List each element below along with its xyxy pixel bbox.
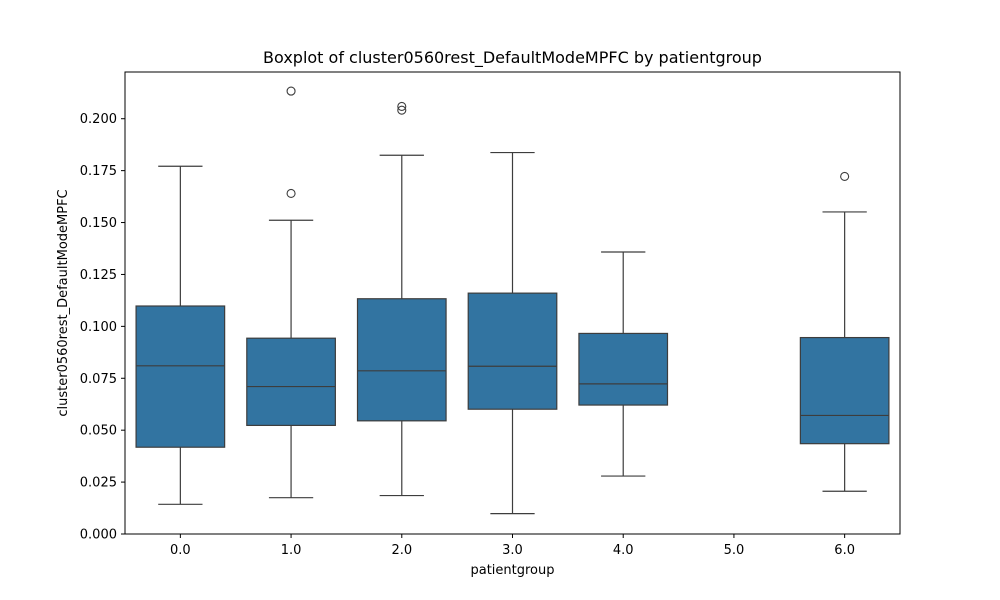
chart-title: Boxplot of cluster0560rest_DefaultModeMP…	[263, 48, 762, 68]
box-group-6.0	[799, 171, 890, 492]
x-tick-label: 1.0	[281, 543, 302, 558]
x-axis: 0.0 1.0 2.0 3.0 4.0 5.0 6.0	[170, 534, 855, 558]
iqr-box	[135, 305, 226, 448]
x-tick-label: 2.0	[391, 543, 412, 558]
y-tick-label: 0.175	[80, 164, 117, 179]
y-tick-label: 0.025	[80, 476, 117, 491]
plot-content	[135, 86, 890, 515]
box-group-4.0	[578, 251, 669, 477]
outlier-point	[286, 86, 296, 96]
box-group-3.0	[467, 151, 558, 515]
x-tick-label: 5.0	[724, 543, 745, 558]
x-tick-label: 3.0	[502, 543, 523, 558]
iqr-box	[356, 298, 447, 422]
iqr-box	[578, 332, 669, 406]
x-axis-label: patientgroup	[470, 563, 554, 578]
outlier-point	[286, 188, 296, 199]
iqr-box	[246, 337, 336, 427]
y-axis: 0.000 0.025 0.050 0.075 0.100 0.125 0.150 0.175…	[80, 112, 125, 543]
y-tick-label: 0.050	[80, 424, 117, 439]
x-tick-label: 6.0	[834, 543, 855, 558]
box-group-0.0	[135, 165, 226, 505]
outlier-point	[397, 105, 407, 115]
box-group-2.0	[356, 101, 447, 497]
iqr-box	[467, 292, 558, 410]
y-axis-label: cluster0560rest_DefaultModeMPFC	[56, 189, 71, 416]
y-tick-label: 0.200	[80, 112, 117, 127]
y-tick-label: 0.075	[80, 372, 117, 387]
iqr-box	[799, 336, 890, 445]
x-tick-label: 4.0	[613, 543, 634, 558]
outlier-point	[840, 171, 850, 181]
y-tick-label: 0.100	[80, 320, 117, 335]
y-tick-label: 0.150	[80, 216, 117, 231]
y-tick-label: 0.000	[80, 528, 117, 543]
outlier-point	[397, 101, 407, 112]
x-tick-label: 0.0	[170, 543, 191, 558]
y-tick-label: 0.125	[80, 268, 117, 283]
box-group-1.0	[246, 86, 336, 499]
